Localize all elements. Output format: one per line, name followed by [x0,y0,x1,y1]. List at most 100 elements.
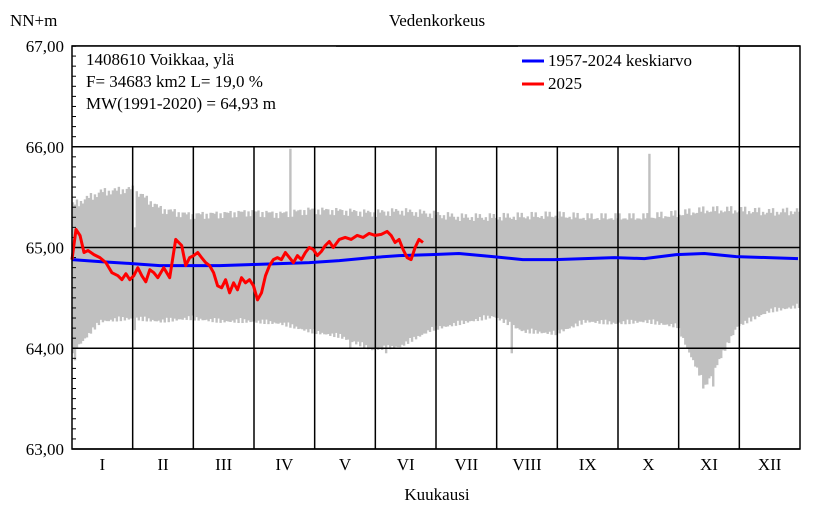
range-bar [496,219,500,318]
range-bar [502,212,506,323]
range-bar [722,212,725,351]
range-bar [727,211,731,344]
range-bar [714,211,717,368]
range-bar [572,212,575,328]
range-bar [329,214,332,336]
range-bar [690,215,693,358]
range-bar [512,216,515,326]
range-bar [442,215,446,327]
range-bar [504,217,508,320]
range-bar [319,214,322,335]
range-bar [783,212,787,310]
range-bar [779,212,783,311]
legend: 1957-2024 keskiarvo 2025 [518,46,736,98]
range-bar [751,212,755,317]
range-bar [488,213,492,319]
range-bar [147,204,150,319]
range-bar [650,217,653,324]
range-bar [392,211,396,349]
range-bar [486,220,490,316]
range-bar [532,216,535,334]
range-bar [129,189,133,319]
range-bar [534,212,537,331]
range-bar [149,201,152,322]
range-bar [694,213,697,367]
range-bar [608,218,611,322]
range-bar [275,212,278,324]
range-bar [654,218,657,325]
mean-water-level: MW(1991-2020) = 64,93 m [86,94,276,113]
legend-bg [518,46,736,98]
range-bar [289,148,292,328]
range-bar [706,210,709,385]
range-bar [735,212,739,327]
range-bar [646,213,649,324]
range-bar [606,219,609,325]
range-bar [301,215,304,330]
range-bar [386,211,390,346]
range-bar [755,212,759,316]
range-bar [153,203,156,322]
range-bar [418,209,422,337]
range-bar [484,217,488,320]
range-bar [406,212,410,344]
range-bar [394,209,398,347]
range-bar [558,211,561,334]
range-bar [704,213,707,385]
range-bar [382,211,386,346]
range-bar [113,188,117,319]
range-bar [468,219,472,322]
month-label: IX [579,455,597,474]
range-bar [594,218,597,323]
range-bar [536,217,539,334]
range-bar [430,218,434,327]
range-bar [566,217,569,329]
range-bar [456,216,460,321]
range-bar [775,211,779,312]
range-bar [422,210,426,334]
range-bar [680,215,683,337]
range-bar [305,214,308,330]
range-bar [420,213,424,335]
month-labels: I II III IV V VI VII VIII IX X XI XII [99,455,781,474]
range-bar [185,214,188,320]
range-bar [552,217,555,331]
month-label: VIII [512,455,542,474]
range-bar [357,215,360,342]
range-bar [370,216,374,351]
range-bar [293,209,296,329]
range-bar [739,207,743,324]
range-bar [309,209,312,330]
series-line-2025 [70,227,424,302]
month-label: VI [397,455,415,474]
range-bar [448,216,452,325]
range-bar [700,211,703,375]
range-bar [440,218,444,329]
range-bar [544,211,547,333]
range-bar [219,213,222,323]
range-bar [83,199,87,339]
range-bar [510,218,513,354]
range-bar [733,210,737,330]
range-bar [686,213,689,348]
range-bar [550,216,553,335]
range-bar [402,215,406,346]
month-label: XI [700,455,718,474]
range-bar [105,195,109,322]
range-bar [660,211,663,324]
range-bar [562,212,565,332]
range-bar [767,208,771,313]
y-tick-label: 63,00 [26,440,64,459]
range-bar [724,211,727,351]
range-bar [255,211,258,323]
range-bar [139,193,143,317]
range-bar [380,210,384,351]
range-bar [520,212,523,332]
range-bar [726,206,729,343]
range-bar [476,217,480,322]
y-tick-labels: 63,00 64,00 65,00 66,00 67,00 [26,37,64,459]
range-bar [233,212,236,323]
range-bar [474,213,478,320]
range-bar [241,211,244,324]
month-label: X [642,455,654,474]
